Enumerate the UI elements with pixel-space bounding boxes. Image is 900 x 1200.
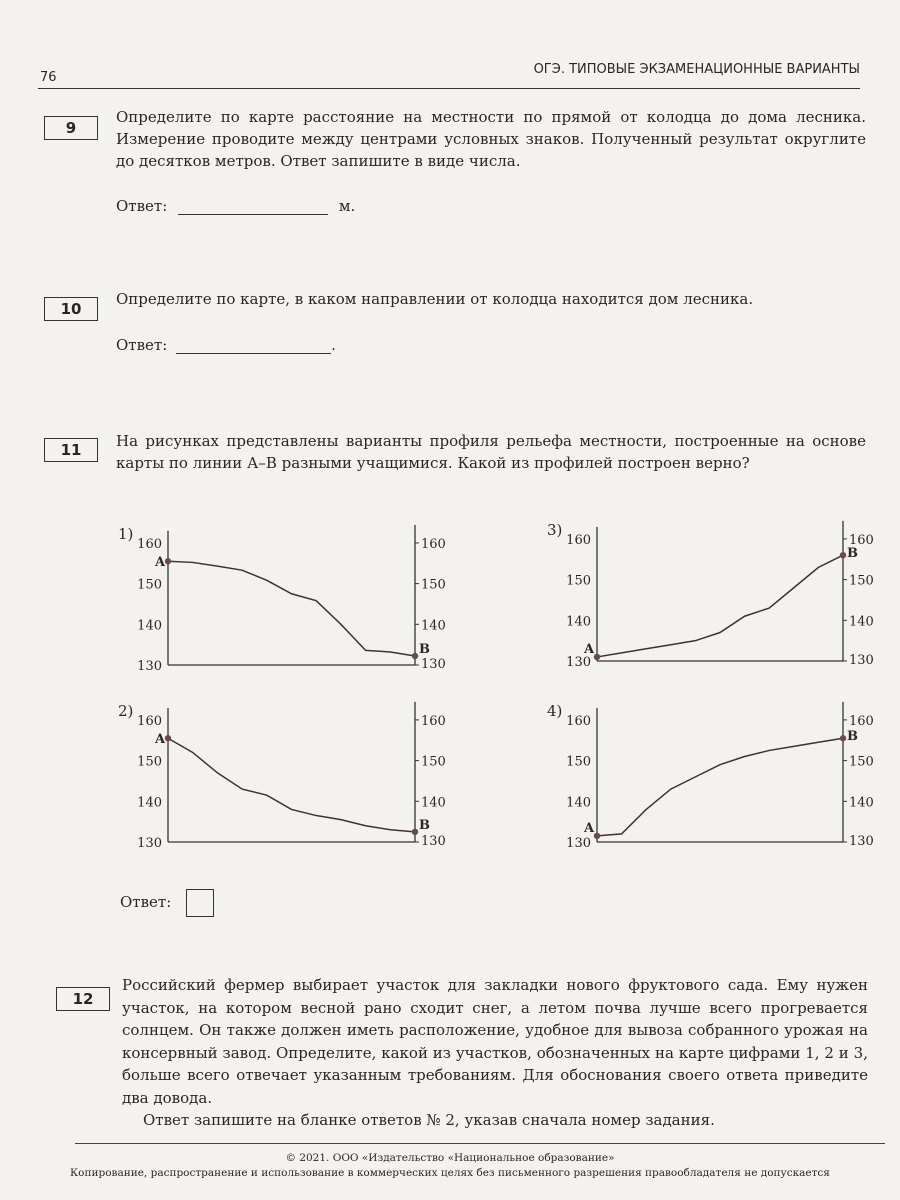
answer-field[interactable]: [178, 198, 329, 215]
y-tick-left: 140: [566, 795, 591, 810]
y-tick-left: 160: [566, 714, 591, 729]
task-9-answer: Ответ: м.: [116, 197, 355, 215]
running-title: ОГЭ. ТИПОВЫЕ ЭКЗАМЕНАЦИОННЫЕ ВАРИАНТЫ: [533, 62, 860, 77]
profile-line: [167, 737, 416, 833]
chart-number: 2): [118, 702, 133, 720]
y-tick-left: 150: [566, 755, 591, 770]
y-tick-left: 140: [137, 618, 162, 633]
y-tick-left: 160: [137, 714, 162, 729]
task-number-12: 12: [56, 987, 110, 1011]
y-tick-right: 160: [421, 537, 446, 552]
y-tick-right: 150: [421, 755, 446, 770]
label-b: B: [419, 818, 430, 833]
y-tick-left: 150: [566, 574, 591, 589]
y-tick-left: 150: [137, 578, 162, 593]
period: .: [331, 336, 336, 354]
y-tick-left: 160: [137, 537, 162, 552]
y-tick-left: 130: [566, 836, 591, 851]
y-tick-right: 130: [849, 653, 874, 668]
y-tick-right: 130: [421, 657, 446, 672]
point-a: [593, 832, 601, 840]
answer-box[interactable]: [186, 889, 214, 917]
task-10-answer: Ответ: .: [116, 336, 336, 354]
answer-label: Ответ:: [120, 893, 172, 911]
y-tick-right: 130: [849, 834, 874, 849]
task-12-text: Российский фермер выбирает участок для з…: [122, 976, 868, 1107]
label-a: A: [154, 555, 166, 570]
point-a: [164, 735, 172, 742]
y-tick-left: 130: [566, 655, 591, 670]
label-b: B: [847, 729, 858, 744]
y-tick-right: 140: [849, 795, 874, 810]
answer-label: Ответ:: [116, 336, 168, 354]
point-b: [411, 828, 419, 836]
task-number-9: 9: [44, 116, 98, 140]
task-9-text: Определите по карте расстояние на местно…: [116, 108, 866, 170]
copyright-notice: Копирование, распространение и использов…: [70, 1167, 830, 1179]
label-a: A: [583, 821, 595, 836]
label-a: A: [583, 642, 595, 657]
y-tick-left: 140: [566, 614, 591, 629]
task-number-11: 11: [44, 438, 98, 462]
profile-line: [596, 737, 844, 837]
y-tick-right: 150: [849, 574, 874, 589]
y-tick-right: 130: [421, 834, 446, 849]
y-tick-left: 130: [137, 836, 162, 851]
profile-line: [167, 560, 416, 657]
y-tick-left: 160: [566, 533, 591, 548]
chart-number: 4): [547, 702, 562, 720]
point-b: [839, 735, 847, 742]
task-number-10: 10: [44, 297, 98, 321]
task-12-instruction: Ответ запишите на бланке ответов № 2, ук…: [143, 1111, 715, 1129]
point-b: [839, 551, 847, 559]
y-tick-right: 150: [849, 755, 874, 770]
point-a: [164, 558, 172, 565]
y-tick-left: 140: [137, 795, 162, 810]
header-rule: [38, 88, 860, 89]
chart-number: 1): [118, 525, 133, 543]
y-tick-left: 130: [137, 659, 162, 674]
answer-label: Ответ:: [116, 197, 168, 215]
answer-field[interactable]: [176, 337, 332, 354]
page-number: 76: [40, 70, 57, 85]
task-11-answer: Ответ:: [120, 893, 171, 911]
y-tick-right: 140: [849, 614, 874, 629]
label-b: B: [419, 642, 430, 657]
y-tick-right: 140: [421, 795, 446, 810]
y-tick-right: 160: [849, 533, 874, 548]
y-tick-right: 150: [421, 578, 446, 593]
point-a: [593, 653, 601, 661]
point-b: [411, 652, 419, 660]
y-tick-left: 150: [137, 755, 162, 770]
task-10-text: Определите по карте, в каком направлении…: [116, 290, 754, 308]
y-tick-right: 140: [421, 618, 446, 633]
label-b: B: [847, 546, 858, 561]
label-a: A: [154, 732, 166, 747]
copyright: © 2021. ООО «Издательство «Национальное …: [285, 1152, 615, 1164]
task-11-text: На рисунках представлены варианты профил…: [116, 432, 866, 472]
chart-number: 3): [547, 521, 562, 539]
y-tick-right: 160: [421, 714, 446, 729]
y-tick-right: 160: [849, 714, 874, 729]
footer-rule: [75, 1143, 885, 1144]
profile-line: [596, 554, 844, 658]
unit-label: м.: [338, 197, 356, 215]
